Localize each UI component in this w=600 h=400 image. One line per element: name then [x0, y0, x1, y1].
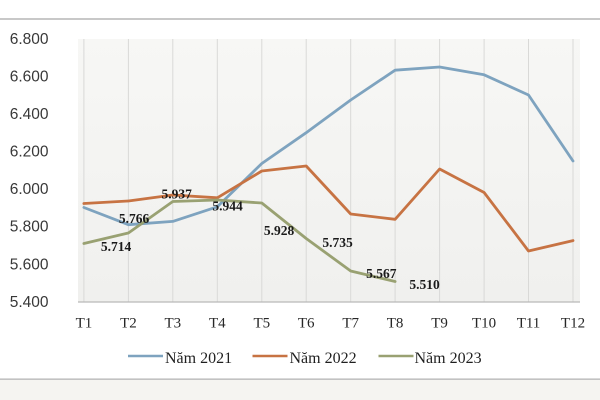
- svg-text:T1: T1: [76, 316, 93, 332]
- svg-text:5.567: 5.567: [366, 266, 397, 281]
- svg-text:T12: T12: [561, 316, 585, 332]
- svg-text:T8: T8: [387, 316, 404, 332]
- svg-text:5.937: 5.937: [162, 186, 193, 201]
- svg-text:5.735: 5.735: [322, 235, 353, 250]
- svg-text:T2: T2: [120, 316, 137, 332]
- svg-text:5.944: 5.944: [212, 198, 243, 213]
- svg-text:T9: T9: [431, 316, 448, 332]
- svg-text:T5: T5: [253, 316, 270, 332]
- svg-text:T10: T10: [472, 316, 496, 332]
- svg-text:5.928: 5.928: [264, 223, 295, 238]
- svg-text:6.000: 6.000: [10, 181, 49, 198]
- svg-text:T11: T11: [517, 316, 541, 332]
- svg-text:5.510: 5.510: [409, 277, 440, 292]
- svg-text:5.714: 5.714: [101, 239, 132, 254]
- svg-text:5.800: 5.800: [10, 219, 49, 236]
- svg-text:5.600: 5.600: [10, 256, 49, 273]
- svg-text:T6: T6: [298, 316, 315, 332]
- svg-text:5.400: 5.400: [10, 294, 49, 311]
- svg-text:6.200: 6.200: [10, 144, 49, 161]
- svg-text:6.400: 6.400: [10, 106, 49, 123]
- svg-text:Năm 2022: Năm 2022: [290, 350, 357, 367]
- svg-text:T7: T7: [342, 316, 359, 332]
- svg-text:6.800: 6.800: [10, 31, 49, 48]
- svg-text:Năm 2023: Năm 2023: [415, 350, 482, 367]
- svg-text:T3: T3: [164, 316, 181, 332]
- svg-text:6.600: 6.600: [10, 69, 49, 86]
- svg-text:T4: T4: [209, 316, 226, 332]
- svg-text:5.766: 5.766: [119, 211, 150, 226]
- svg-text:Năm 2021: Năm 2021: [165, 350, 232, 367]
